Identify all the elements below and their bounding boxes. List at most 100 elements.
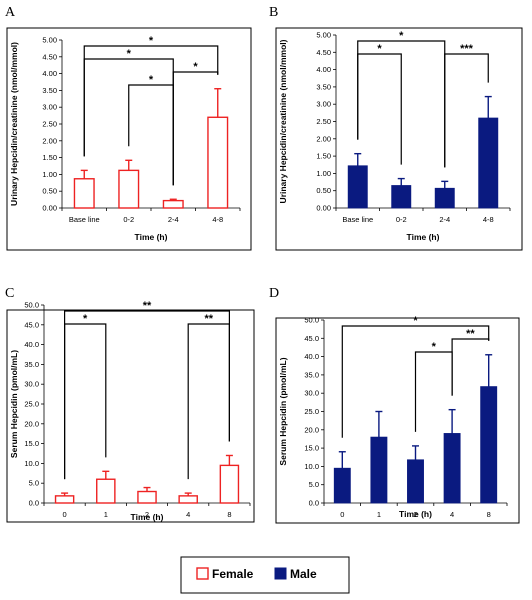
y-tick-label: 10.0 xyxy=(24,459,39,468)
y-tick-label: 4.50 xyxy=(42,52,57,61)
y-axis-title: Urinary Hepcidin/creatinine (nmol/mmol) xyxy=(278,39,288,203)
x-axis-title: Time (h) xyxy=(407,232,440,242)
y-tick-label: 3.50 xyxy=(42,86,57,95)
y-tick-label: 35.0 xyxy=(24,360,39,369)
significance-bracket xyxy=(83,45,219,157)
bar xyxy=(434,187,455,209)
bar xyxy=(73,178,95,209)
y-tick-label: 5.0 xyxy=(309,480,319,489)
x-tick-label: 2 xyxy=(413,510,417,519)
x-axis-title: Time (h) xyxy=(399,509,432,519)
bar xyxy=(347,165,368,209)
y-tick-label: 0.50 xyxy=(316,186,331,195)
chart-panel-B: B 0.00 0.50 1.00 1.50 2.00 2.50 3.00 3.50 4.00 4.5… xyxy=(269,5,523,251)
x-tick-label: 4 xyxy=(186,510,190,519)
y-axis-title: Serum Hepcidin (pmol/mL) xyxy=(9,350,19,458)
significance-bracket xyxy=(63,310,230,480)
x-tick-label: 4 xyxy=(450,510,454,519)
significance-bracket xyxy=(414,351,453,432)
x-tick-label: 4-8 xyxy=(212,215,223,224)
legend-swatch-female xyxy=(196,567,209,580)
y-tick-label: 40.0 xyxy=(304,352,319,361)
x-tick-label: 8 xyxy=(227,510,231,519)
bar xyxy=(370,436,388,504)
bar xyxy=(333,467,351,504)
x-tick-label: 0-2 xyxy=(123,215,134,224)
y-tick-label: 3.00 xyxy=(316,100,331,109)
y-tick-label: 2.50 xyxy=(42,120,57,129)
bar xyxy=(118,169,140,209)
y-tick-label: 0.00 xyxy=(316,204,331,213)
panel-letter: B xyxy=(269,5,278,20)
x-tick-label: Base line xyxy=(69,215,100,224)
significance-label: * xyxy=(149,35,154,47)
y-tick-label: 3.50 xyxy=(316,82,331,91)
chart-panel-C: C 0.0 5.0 10.0 15.0 20.0 25.0 30.0 35.0 40.0 45.0 5… xyxy=(5,286,255,523)
panel-frame xyxy=(275,317,520,524)
legend: Female Male xyxy=(180,556,350,594)
y-axis-title: Serum Hepcidin (pmol/mL) xyxy=(278,357,288,465)
y-tick-label: 0.00 xyxy=(42,204,57,213)
significance-bracket xyxy=(187,323,230,480)
legend-swatch-male xyxy=(274,567,287,580)
y-tick-label: 40.0 xyxy=(24,340,39,349)
y-tick-label: 20.0 xyxy=(24,419,39,428)
y-tick-label: 0.50 xyxy=(42,187,57,196)
bar xyxy=(137,490,157,504)
y-tick-label: 1.50 xyxy=(42,153,57,162)
y-tick-label: 2.50 xyxy=(316,117,331,126)
x-tick-label: 2 xyxy=(145,510,149,519)
x-tick-label: 0-2 xyxy=(396,215,407,224)
y-axis-title: Urinary Hepcidin/creatinine (nmol/mmol) xyxy=(9,42,19,206)
chart-panel-D: D 0.0 5.0 10.0 15.0 20.0 25.0 30.0 35.0 40.0 45.0 5… xyxy=(269,286,520,524)
y-tick-label: 25.0 xyxy=(304,407,319,416)
y-tick-label: 45.0 xyxy=(304,334,319,343)
significance-bracket xyxy=(357,53,402,165)
panel-frame xyxy=(275,27,523,251)
y-tick-label: 15.0 xyxy=(24,439,39,448)
y-tick-label: 4.00 xyxy=(316,65,331,74)
y-tick-label: 15.0 xyxy=(304,444,319,453)
panel-frame xyxy=(6,309,255,523)
x-tick-label: 1 xyxy=(377,510,381,519)
bar xyxy=(219,464,240,504)
y-tick-label: 25.0 xyxy=(24,400,39,409)
x-axis-title: Time (h) xyxy=(135,232,168,242)
bar xyxy=(96,478,116,504)
bar xyxy=(478,117,499,209)
bar xyxy=(207,116,229,209)
significance-label: * xyxy=(83,313,88,325)
x-tick-label: 2-4 xyxy=(439,215,450,224)
bar xyxy=(480,386,498,504)
x-tick-label: 2-4 xyxy=(168,215,179,224)
panel-letter: D xyxy=(269,286,279,301)
y-tick-label: 30.0 xyxy=(24,380,39,389)
chart-panel-A: A 0.00 0.50 1.00 1.50 2.00 2.50 3.00 3.50 4.00 4.5… xyxy=(5,5,252,251)
significance-label: * xyxy=(377,43,382,55)
significance-label: ** xyxy=(143,300,152,312)
bar xyxy=(391,185,412,209)
x-tick-label: 1 xyxy=(104,510,108,519)
y-tick-label: 1.50 xyxy=(316,152,331,161)
y-tick-label: 3.00 xyxy=(42,103,57,112)
x-tick-label: Base line xyxy=(342,215,373,224)
x-axis-title: Time (h) xyxy=(131,512,164,522)
bar xyxy=(443,433,461,504)
y-tick-label: 50.0 xyxy=(304,316,319,325)
significance-bracket xyxy=(341,325,490,438)
significance-label: * xyxy=(127,48,132,60)
y-tick-label: 5.00 xyxy=(42,36,57,45)
bar xyxy=(407,459,424,504)
significance-bracket xyxy=(357,40,446,168)
y-tick-label: 5.00 xyxy=(316,31,331,40)
y-tick-label: 2.00 xyxy=(42,136,57,145)
y-tick-label: 10.0 xyxy=(304,462,319,471)
y-tick-label: 5.0 xyxy=(29,479,39,488)
legend-label-female: Female xyxy=(212,567,254,581)
y-tick-label: 0.0 xyxy=(309,499,319,508)
y-tick-label: 0.0 xyxy=(29,499,39,508)
x-tick-label: 0 xyxy=(63,510,67,519)
y-tick-label: 45.0 xyxy=(24,320,39,329)
significance-label: ** xyxy=(205,313,214,325)
